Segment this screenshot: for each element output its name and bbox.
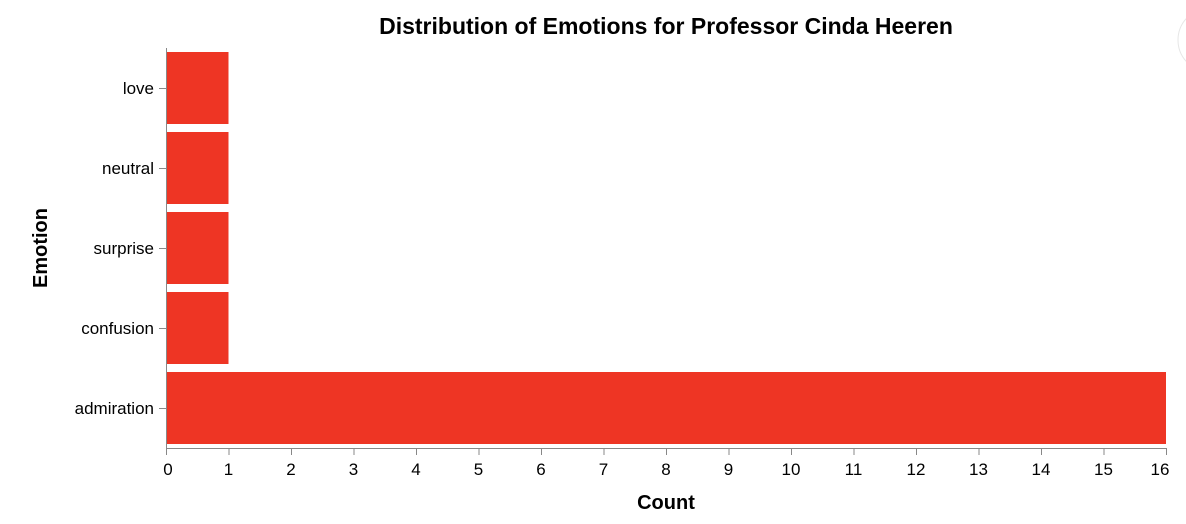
x-tick-label-11: 11 [845,460,863,479]
y-tick-label-neutral: neutral [102,159,154,178]
bar-love [166,52,229,124]
bar-admiration [166,372,1166,444]
x-tick-label-16: 16 [1151,460,1170,479]
x-ticks-group: 0 1 2 3 4 5 6 7 8 9 10 11 12 13 14 15 16 [163,448,1169,479]
x-tick-label-13: 13 [969,460,988,479]
corner-decoration [1177,18,1186,62]
x-tick-label-5: 5 [474,460,483,479]
y-ticks-group: love neutral surprise confusion admiration [75,79,166,418]
y-axis-title: Emotion [30,208,52,288]
chart-title: Distribution of Emotions for Professor C… [379,13,953,39]
x-tick-label-9: 9 [724,460,733,479]
x-tick-label-12: 12 [907,460,926,479]
x-tick-label-15: 15 [1094,460,1113,479]
x-tick-label-4: 4 [411,460,420,479]
x-tick-label-7: 7 [599,460,608,479]
bar-neutral [166,132,229,204]
x-tick-label-6: 6 [536,460,545,479]
x-tick-label-2: 2 [286,460,295,479]
y-tick-label-admiration: admiration [75,399,154,418]
x-tick-label-3: 3 [349,460,358,479]
x-tick-label-14: 14 [1032,460,1051,479]
y-tick-label-confusion: confusion [81,319,154,338]
x-axis-title: Count [637,492,695,514]
y-tick-label-love: love [123,79,154,98]
bars-group [166,52,1166,444]
x-tick-label-1: 1 [224,460,233,479]
x-tick-label-0: 0 [163,460,172,479]
bar-confusion [166,292,229,364]
y-tick-label-surprise: surprise [94,239,154,258]
bar-surprise [166,212,229,284]
x-tick-label-10: 10 [782,460,801,479]
x-tick-label-8: 8 [661,460,670,479]
